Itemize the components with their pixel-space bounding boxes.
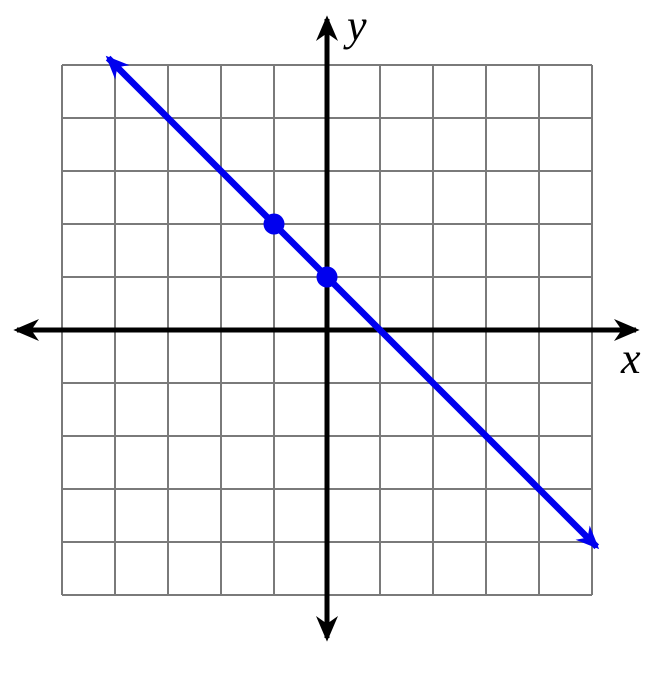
plotted-line xyxy=(105,55,600,550)
data-point xyxy=(263,213,285,235)
data-point xyxy=(316,266,338,288)
y-axis-label: y xyxy=(343,1,367,50)
axes xyxy=(13,15,640,642)
plotted-points xyxy=(263,213,338,288)
function-line xyxy=(105,55,600,550)
x-axis-label: x xyxy=(620,334,641,383)
